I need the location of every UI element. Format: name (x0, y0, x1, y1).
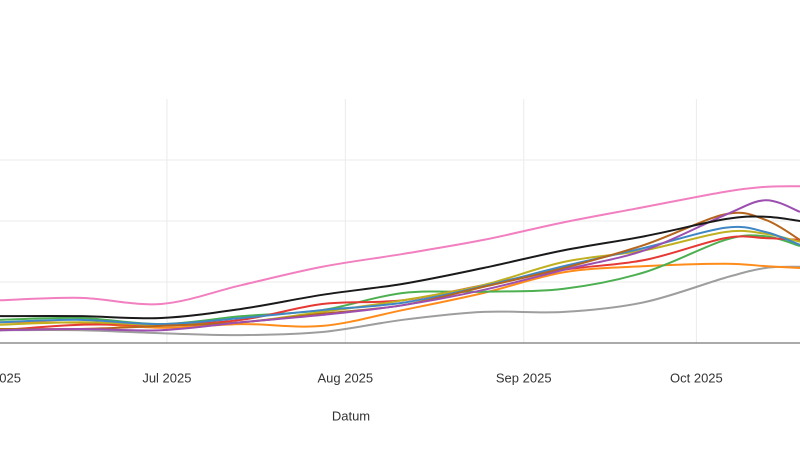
series-line (0, 185, 800, 306)
series-line (0, 265, 800, 337)
x-tick-label: Sep 2025 (496, 370, 552, 385)
series-line (0, 199, 800, 332)
x-tick-label: Jun 2025 (0, 370, 21, 385)
x-tick-label: Jul 2025 (142, 370, 191, 385)
series-line (0, 215, 800, 320)
series-line (0, 225, 800, 326)
x-axis-title: Datum (332, 408, 370, 423)
series-line (0, 211, 800, 331)
x-tick-label: Oct 2025 (670, 370, 723, 385)
series-line (0, 262, 800, 329)
x-tick-label: Aug 2025 (317, 370, 373, 385)
